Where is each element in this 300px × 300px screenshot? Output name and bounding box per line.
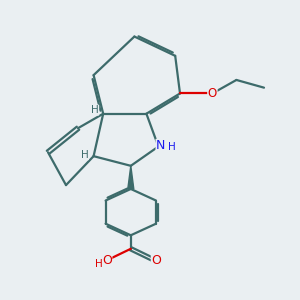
Text: O: O xyxy=(208,87,217,100)
Text: H: H xyxy=(91,105,99,115)
Text: H: H xyxy=(81,150,88,160)
Text: H: H xyxy=(94,259,102,269)
Polygon shape xyxy=(128,166,134,189)
Text: H: H xyxy=(168,142,176,152)
Text: N: N xyxy=(156,140,166,152)
Text: O: O xyxy=(102,254,112,267)
Text: O: O xyxy=(152,254,161,267)
